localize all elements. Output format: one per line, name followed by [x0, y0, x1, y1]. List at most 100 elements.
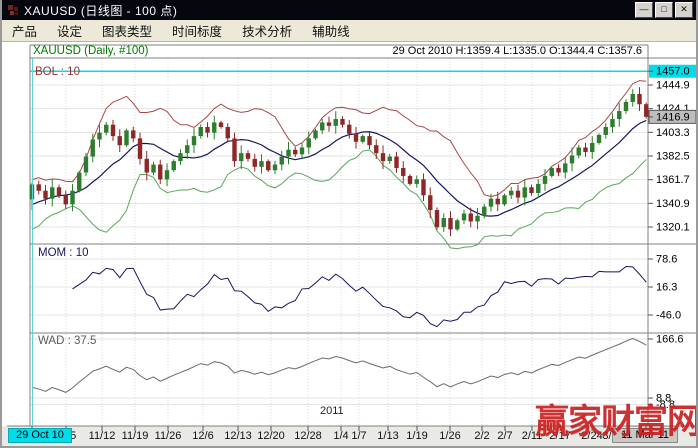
candle-body: [549, 167, 554, 176]
candle-body: [299, 147, 305, 155]
menu-item-2[interactable]: 图表类型: [102, 25, 153, 39]
candle-body: [212, 122, 217, 133]
candle-body: [63, 195, 68, 205]
candle-body: [144, 158, 149, 173]
maximize-button[interactable]: □: [655, 2, 673, 18]
candle-body: [448, 218, 453, 230]
candle-body: [421, 179, 426, 196]
menu-item-3[interactable]: 时间标度: [172, 25, 223, 39]
candle-body: [326, 122, 332, 126]
mom-axis-label: 16.3: [656, 282, 677, 294]
close-button[interactable]: ✕: [675, 2, 693, 18]
candle-body: [198, 126, 203, 137]
candle-body: [522, 187, 527, 198]
x-axis-date-label: 1/4: [333, 430, 348, 442]
candle-body: [428, 195, 433, 211]
candle-body: [502, 195, 507, 205]
candle-body: [90, 139, 95, 157]
candle-body: [306, 138, 311, 148]
wad-indicator-label: WAD : 37.5: [38, 335, 97, 347]
candle-body: [43, 190, 48, 199]
candle-body: [36, 184, 41, 191]
candle-body: [279, 156, 284, 165]
candle-body: [137, 138, 143, 159]
cursor-date-box: 29 Oct 10: [8, 428, 72, 443]
candle-body: [313, 130, 318, 139]
candle-body: [495, 198, 500, 205]
chart-plot-area[interactable]: [30, 58, 648, 426]
candle-body: [536, 183, 541, 193]
candle-body: [434, 210, 440, 228]
x-axis-date-label: 11/19: [122, 430, 149, 442]
window-title: XAUUSD (日线图 - 100 点): [24, 3, 178, 18]
candle-body: [637, 93, 642, 105]
candle-body: [542, 175, 548, 184]
x-axis-date-label: 1/26: [439, 430, 460, 442]
candle-body: [245, 153, 251, 159]
wad-line: [31, 337, 647, 393]
price-axis-label: 1457.0: [656, 66, 690, 78]
price-axis-label: 1444.9: [656, 80, 690, 92]
candle-body: [556, 167, 561, 173]
candle-body: [232, 138, 237, 162]
x-axis-date-label: 11/26: [155, 430, 182, 442]
x-axis-date-label: 12/20: [257, 430, 285, 442]
price-axis-label: 1340.9: [656, 198, 690, 210]
price-axis-label: 1382.5: [656, 151, 690, 163]
menu-item-0[interactable]: 产品: [12, 25, 38, 39]
mom-axis-label: -46.0: [656, 309, 681, 321]
candle-body: [272, 164, 278, 171]
candle-body: [347, 124, 352, 134]
candle-body: [475, 215, 480, 222]
candle-body: [333, 119, 338, 126]
candle-body: [185, 145, 190, 154]
axis-strip-background: [2, 426, 696, 446]
x-axis-date-label: 1/19: [406, 430, 427, 442]
candle-body: [509, 190, 514, 196]
current-price-label: 1416.9: [656, 111, 690, 123]
candle-body: [441, 218, 446, 228]
menu-item-1[interactable]: 设定: [57, 25, 83, 39]
candle-body: [171, 161, 176, 171]
bollinger-lower-line: [31, 149, 647, 250]
title-bar[interactable]: XAUUSD (日线图 - 100 点) — □ ✕: [2, 0, 696, 20]
candle-body: [117, 136, 122, 146]
last-date-box: 11 Mar 11: [612, 428, 678, 443]
candle-body: [239, 153, 244, 162]
menu-item-4[interactable]: 技术分析: [242, 25, 293, 39]
menu-item-5[interactable]: 辅助线: [312, 25, 350, 39]
x-axis-date-label: 2/24: [581, 430, 602, 442]
candle-body: [104, 124, 109, 133]
candle-body: [482, 206, 487, 216]
candle-body: [387, 156, 392, 162]
x-axis-date-label: 11/12: [89, 430, 116, 442]
x-axis-date-label: 12/6: [192, 430, 213, 442]
candle-body: [569, 155, 575, 164]
candle-body: [644, 104, 649, 117]
x-axis-date-label: 1/13: [377, 430, 398, 442]
x-axis-date-label: 2/2: [474, 430, 489, 442]
candle-body: [529, 187, 534, 193]
candle-body: [158, 164, 163, 180]
candle-body: [77, 172, 82, 191]
chart-canvas[interactable]: 1457.01444.91424.11403.31382.51361.71340…: [2, 42, 698, 447]
x-axis-date-label: 2/11: [522, 430, 543, 442]
candle-body: [353, 133, 359, 142]
candle-body: [124, 130, 129, 146]
candle-body: [488, 198, 494, 207]
candle-body: [610, 119, 615, 127]
candle-body: [83, 156, 89, 173]
candle-body: [131, 130, 136, 139]
candle-body: [468, 213, 473, 222]
candle-body: [151, 164, 156, 173]
candle-body: [515, 190, 521, 198]
mom-axis-label: 78.6: [656, 254, 677, 266]
minimize-button[interactable]: —: [635, 2, 653, 18]
candle-body: [225, 126, 230, 139]
candle-body: [623, 101, 629, 112]
candle-body: [617, 111, 622, 120]
x-axis-date-label: 2/17: [549, 430, 570, 442]
chart-symbol-label: XAUUSD (Daily, #100): [33, 45, 149, 57]
app-icon: [7, 4, 20, 17]
wad-axis-label: -8.8: [656, 399, 675, 411]
